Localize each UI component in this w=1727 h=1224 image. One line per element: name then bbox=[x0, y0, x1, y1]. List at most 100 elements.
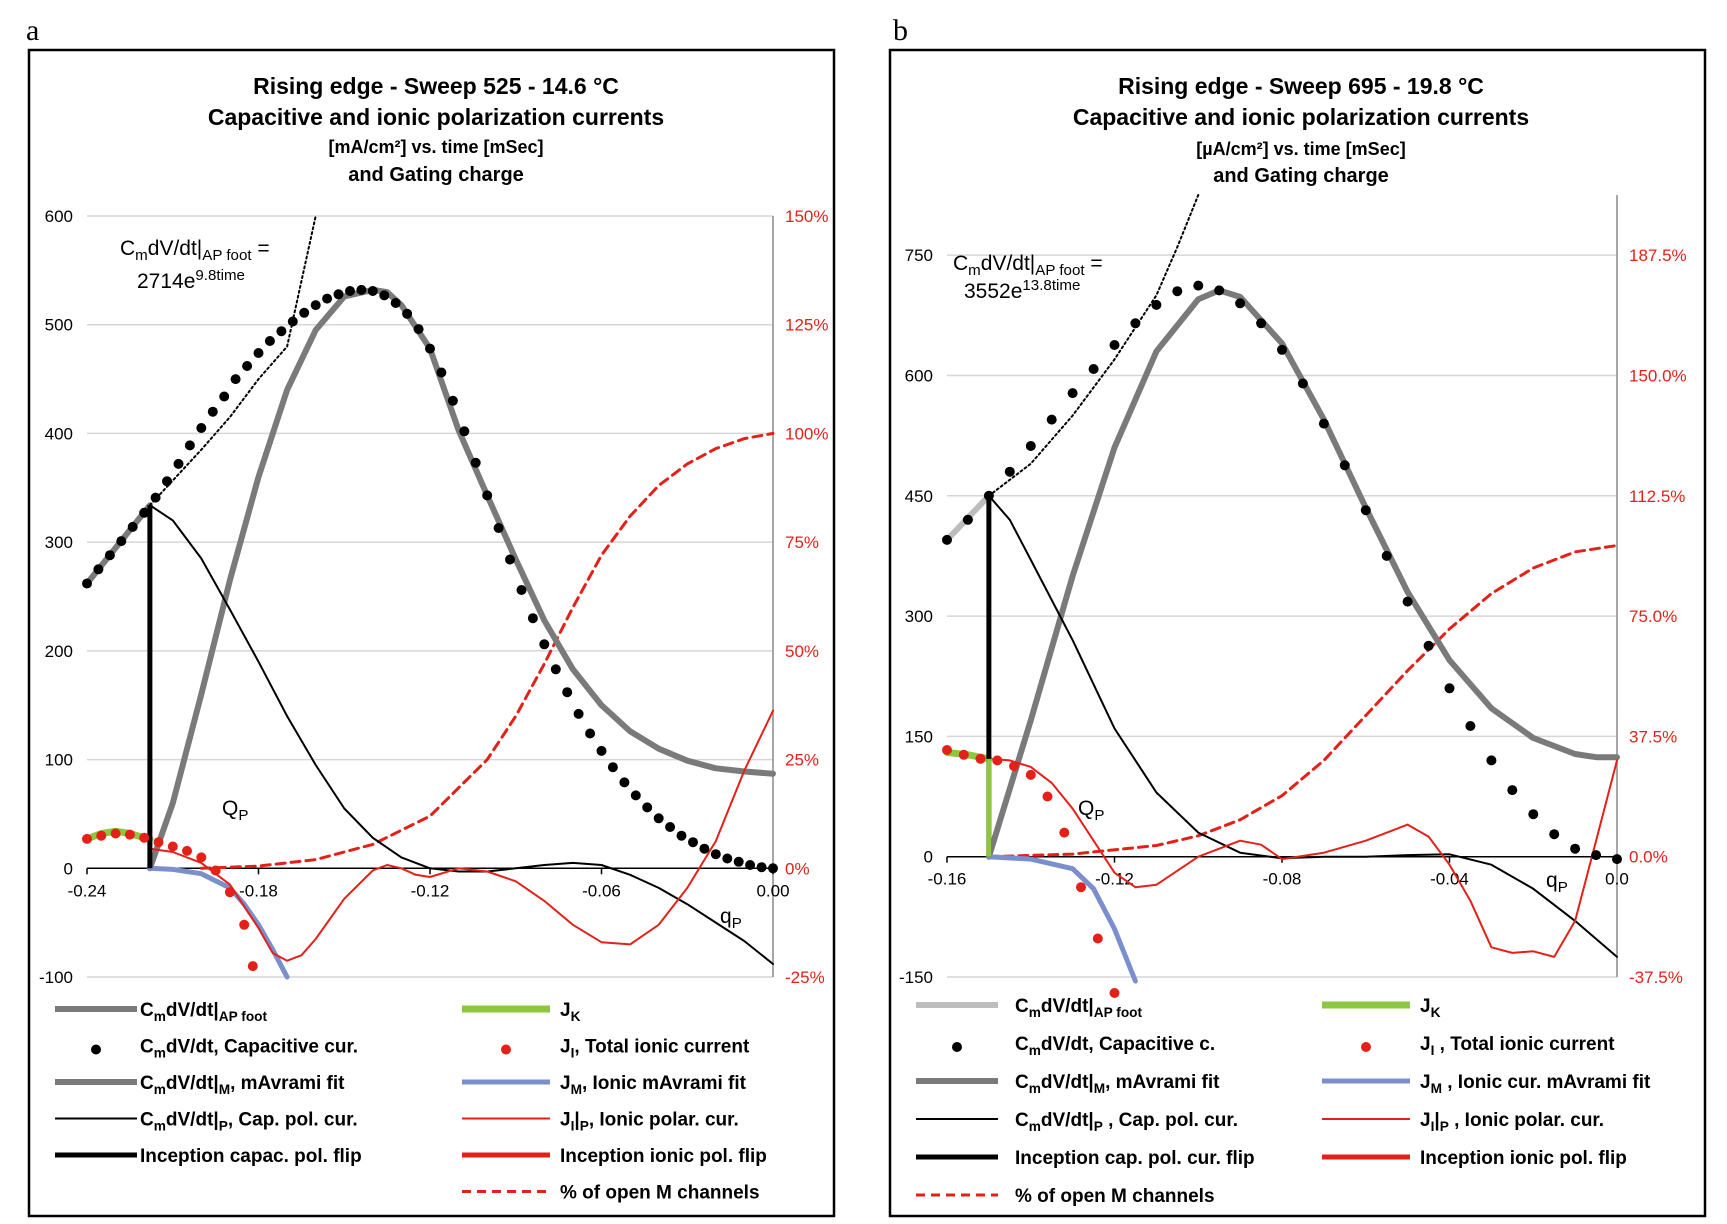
chart-title-line-3: [mA/cm²] vs. time [mSec] bbox=[328, 137, 543, 157]
panel-b-border bbox=[888, 48, 1707, 1218]
legend-label: CmdV/dt|AP foot bbox=[140, 1000, 268, 1024]
legend-label: CmdV/dt|M, mAvrami fit bbox=[1015, 1072, 1220, 1096]
series-total-ionic-current-point bbox=[975, 753, 986, 764]
series-capacitive-current-point bbox=[573, 708, 584, 719]
y-tick-label: -100 bbox=[39, 968, 73, 987]
formula-label-bottom: 3552e13.8time bbox=[964, 277, 1080, 303]
series-capacitive-current-point bbox=[287, 316, 298, 327]
series-cap-pol-current bbox=[148, 504, 774, 965]
panel-letter-a: a bbox=[26, 14, 39, 47]
series-capacitive-current-point bbox=[1612, 854, 1622, 865]
series-capacitive-current-point bbox=[1486, 755, 1497, 766]
legend-label: JK bbox=[560, 1000, 581, 1024]
series-total-ionic-current-point bbox=[82, 833, 92, 844]
y2-tick-label: 150.0% bbox=[1629, 366, 1687, 385]
series-open-m-channels bbox=[987, 544, 1619, 859]
series-capacitive-current-point bbox=[1130, 318, 1141, 329]
series-total-ionic-current-point bbox=[1092, 933, 1103, 944]
chart-panel-a: Rising edge - Sweep 525 - 14.6 °C Capacit… bbox=[39, 73, 829, 1204]
y2-tick-label: 75% bbox=[785, 533, 819, 552]
chart-title-line-4: and Gating charge bbox=[348, 164, 524, 186]
series-capacitive-current-point bbox=[482, 490, 493, 501]
legend-label: JK bbox=[1420, 996, 1441, 1020]
y-tick-label: 600 bbox=[45, 207, 73, 226]
chart-title-line-4: and Gating charge bbox=[1213, 165, 1389, 187]
series-capacitive-current-point bbox=[276, 326, 287, 337]
series-capacitive-current-point bbox=[1465, 721, 1476, 731]
series-capacitive-current-point bbox=[619, 777, 630, 788]
y2-tick-label: 100% bbox=[785, 424, 828, 443]
series-capacitive-current-point bbox=[196, 423, 207, 433]
y2-tick-label: 150% bbox=[785, 207, 828, 226]
y-tick-label: 100 bbox=[45, 751, 73, 770]
x-tick-label: 0.0 bbox=[1605, 870, 1629, 889]
x-tick-label: 0.00 bbox=[756, 881, 789, 900]
legend-swatch bbox=[501, 1044, 511, 1055]
x-tick-label: -0.04 bbox=[1430, 870, 1469, 889]
series-capacitive-current-point bbox=[1402, 596, 1413, 607]
series-capacitive-current-point bbox=[962, 514, 973, 525]
y-tick-label: -150 bbox=[899, 968, 933, 987]
series-total-ionic-current-point bbox=[992, 755, 1003, 766]
series-open-m-channels bbox=[199, 431, 775, 870]
series-capacitive-current-point bbox=[402, 308, 413, 319]
series-capacitive-current-point bbox=[104, 550, 115, 561]
series-capacitive-current-point bbox=[665, 822, 676, 832]
legend-label: JM, Ionic mAvrami fit bbox=[560, 1073, 747, 1097]
series-capacitive-current-point bbox=[1109, 340, 1120, 350]
series-capacitive-current-point bbox=[150, 492, 161, 503]
formula-label-top: CmdV/dt|AP foot = bbox=[953, 252, 1103, 279]
y-tick-label: 450 bbox=[905, 487, 933, 506]
series-total-ionic-current-point bbox=[196, 852, 207, 863]
series-capacitive-current-point bbox=[699, 843, 710, 854]
y2-tick-label: 112.5% bbox=[1629, 487, 1685, 506]
series-total-ionic-current-point bbox=[124, 829, 135, 840]
series-capacitive-current-point bbox=[116, 536, 127, 547]
series-capacitive-current-point bbox=[653, 813, 664, 824]
series-capacitive-current-point bbox=[1088, 364, 1099, 374]
y-tick-label: 150 bbox=[905, 727, 933, 746]
series-capacitive-current-point bbox=[264, 336, 275, 346]
legend-label: % of open M channels bbox=[560, 1183, 760, 1204]
y2-tick-label: 25% bbox=[785, 751, 819, 770]
legend-label: CmdV/dt|P , Cap. pol. cur. bbox=[1015, 1110, 1238, 1134]
series-capacitive-current-point bbox=[688, 837, 698, 848]
series-capacitive-current-point bbox=[242, 361, 253, 371]
y-tick-label: 200 bbox=[45, 642, 73, 661]
series-capacitive-current-point bbox=[1151, 299, 1162, 310]
series-capacitive-current-point bbox=[436, 367, 447, 378]
series-total-ionic-current-point bbox=[239, 919, 250, 930]
series-ionic-mavrami-fit bbox=[986, 854, 1138, 984]
legend-label: Inception capac. pol. flip bbox=[140, 1146, 362, 1167]
legend-label: JI|P , Ionic polar. cur. bbox=[1420, 1110, 1604, 1134]
series-capacitive-current-point bbox=[1067, 388, 1078, 399]
y2-tick-label: -25% bbox=[785, 968, 825, 987]
x-tick-label: -0.12 bbox=[411, 881, 450, 900]
series-capacitive-current-point bbox=[1423, 640, 1434, 651]
series-capacitive-current-point bbox=[607, 762, 618, 773]
x-tick-label: -0.16 bbox=[928, 870, 967, 889]
legend-label: JI , Total ionic current bbox=[1420, 1034, 1615, 1058]
chart-title-line-2: Capacitive and ionic polarization curren… bbox=[1073, 104, 1529, 130]
series-capacitive-current-point bbox=[516, 585, 527, 595]
legend-swatch bbox=[91, 1044, 101, 1055]
series-capacitive-current-point bbox=[585, 728, 596, 739]
series-total-ionic-current-point bbox=[96, 830, 107, 841]
series-capacitive-current-point bbox=[219, 391, 230, 402]
qp-axis-label: qP bbox=[720, 905, 742, 932]
series-total-ionic-current-point bbox=[139, 832, 150, 843]
series-capacitive-current-point bbox=[173, 458, 184, 469]
series-capacitive-current-point bbox=[1046, 414, 1057, 425]
x-tick-label: -0.06 bbox=[582, 881, 621, 900]
legend-label: Inception ionic pol. flip bbox=[1420, 1148, 1627, 1169]
series-capacitive-current-point bbox=[1528, 809, 1539, 820]
series-capacitive-current-point bbox=[345, 286, 355, 296]
y2-tick-label: 50% bbox=[785, 642, 819, 661]
legend-swatch bbox=[952, 1042, 962, 1052]
series-capacitive-current-point bbox=[1570, 843, 1581, 854]
series-capacitive-current-point bbox=[253, 348, 264, 358]
series-capacitive-current-point bbox=[299, 307, 310, 318]
series-total-ionic-current-point bbox=[1042, 791, 1053, 802]
series-total-ionic-current-point bbox=[1109, 988, 1120, 998]
y2-tick-label: 0.0% bbox=[1629, 848, 1668, 867]
